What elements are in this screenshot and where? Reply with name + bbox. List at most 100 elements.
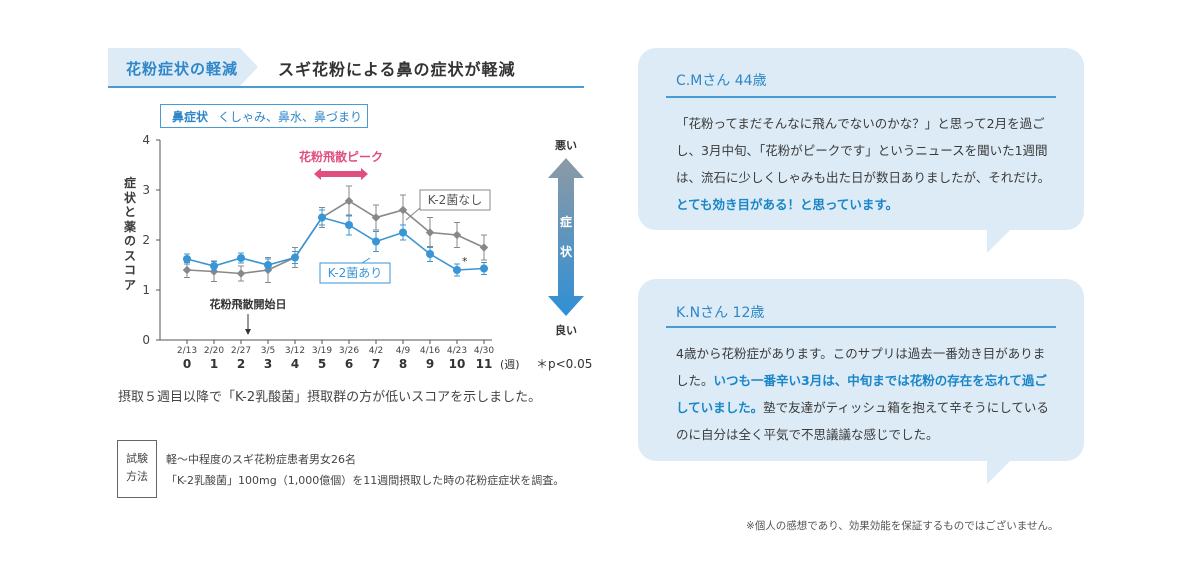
data-point-1: [399, 228, 407, 237]
data-point-1: [237, 254, 245, 262]
data-point-0: [371, 213, 381, 222]
y-tick-label: 2: [142, 233, 150, 247]
legend-box-1: [319, 262, 391, 284]
bad-label: 悪い: [555, 139, 577, 152]
testimonial-bubble-2: [638, 279, 1084, 461]
legend-label-0: K-2菌なし: [428, 193, 483, 207]
testimonial-highlight-2: いつも一番辛い3月は、中旬までは花粉の存在を忘れて過ごしていました。: [676, 373, 1047, 415]
section-tag-label: 花粉症状の軽減: [126, 60, 239, 78]
start-label: 花粉飛散開始日: [210, 297, 287, 311]
testimonial-text-2: 4歳から花粉症があります。このサプリは過去一番効き目がありました。いつも一番辛い…: [676, 340, 1056, 448]
x-tick-week: 0: [183, 357, 191, 371]
testimonial-bubble-1: [638, 48, 1084, 230]
y-tick-label: 4: [142, 133, 150, 147]
severity-label-2: 状: [560, 244, 573, 259]
y-tick-label: 0: [142, 333, 150, 347]
data-point-1: [345, 221, 353, 229]
legend-box-0: [419, 189, 491, 211]
data-point-0: [182, 265, 192, 275]
method-text-2: 「K-2乳酸菌」100mg（1,000億個）を11週間摂取した時の花粉症症状を調…: [166, 474, 565, 487]
method-label: 試験 方法: [121, 450, 153, 486]
bubble-tail-1: [987, 229, 1011, 253]
x-tick-week: 6: [345, 357, 353, 371]
severity-arrow: [548, 158, 584, 316]
bubble-tail-2: [987, 460, 1011, 484]
testimonial-divider-1: [666, 96, 1056, 98]
peak-label: 花粉飛散ピーク: [299, 149, 383, 164]
significance-note: ＊p<0.05: [536, 357, 592, 371]
x-tick-date: 2/27: [231, 346, 251, 356]
x-tick-week: 9: [426, 357, 434, 371]
method-label-box: [117, 440, 157, 498]
x-tick-week: 8: [399, 357, 407, 371]
chart-title-sub: くしゃみ、鼻水、鼻づまり: [218, 110, 363, 124]
data-point-1: [210, 262, 218, 270]
headline-underline: [108, 86, 584, 88]
data-point-1: [453, 266, 461, 274]
x-tick-week: 2: [237, 357, 245, 371]
method-label-l1: 試験: [126, 452, 148, 465]
severity-label-1: 症: [560, 214, 572, 229]
x-tick-date: 3/19: [312, 346, 332, 356]
data-point-0: [344, 196, 354, 206]
chart-title-main: 鼻症状: [172, 110, 209, 124]
x-tick-date: 2/20: [204, 346, 224, 356]
legend-leader-1: [361, 257, 371, 264]
data-point-1: [372, 237, 380, 246]
testimonial-text-1: 「花粉ってまだそんなに飛んでないのかな？」と思って2月を過ごし、3月中旬、「花粉…: [676, 110, 1056, 218]
section-headline: スギ花粉による鼻の症状が軽減: [278, 60, 516, 79]
x-tick-week: 11: [476, 357, 493, 371]
x-tick-date: 4/16: [420, 346, 440, 356]
testimonial-after-2: 塾で友達がティッシュ箱を抱えて辛そうにしているのに自分は全く平気で不思議議な感じ…: [676, 400, 1049, 442]
testimonial-body-1: 「花粉ってまだそんなに飛んでないのかな？」と思って2月を過ごし、3月中旬、「花粉…: [676, 116, 1051, 185]
data-point-1: [426, 250, 434, 258]
testimonial-divider-2: [666, 326, 1056, 328]
x-tick-week: 3: [264, 357, 272, 371]
x-tick-date: 3/12: [285, 346, 305, 356]
data-point-1: [183, 255, 191, 263]
x-tick-date: 4/2: [369, 346, 383, 356]
data-point-1: [264, 261, 272, 269]
x-tick-date: 4/30: [474, 346, 494, 356]
y-axis-label: 症状と薬のスコア: [123, 176, 136, 292]
data-point-1: [480, 264, 488, 273]
chart-title: 鼻症状 くしゃみ、鼻水、鼻づまり: [172, 108, 362, 125]
week-unit: (週): [500, 358, 520, 371]
x-tick-week: 5: [318, 357, 326, 371]
series-line-1: [186, 216, 485, 271]
x-tick-week: 4: [291, 357, 299, 371]
score-chart: 012342/1302/2012/2723/533/1243/1953/2664…: [142, 133, 592, 371]
series-line-0: [186, 200, 485, 275]
testimonial-name-2: K.Nさん 12歳: [676, 305, 765, 321]
x-tick-date: 2/13: [177, 346, 197, 356]
section-tag: [108, 48, 258, 86]
x-tick-week: 7: [372, 357, 380, 371]
testimonial-highlight-1: とても効き目がある！と思っています。: [676, 197, 899, 212]
data-point-0: [479, 243, 489, 252]
data-point-0: [425, 228, 435, 237]
testimonial-name-1: C.Mさん 44歳: [676, 73, 767, 89]
peak-arrow: [314, 168, 368, 180]
chart-note: 摂取５週目以降で「K-2乳酸菌」摂取群の方が低いスコアを示しました。: [118, 390, 542, 405]
data-point-1: [318, 213, 326, 222]
x-tick-date: 4/23: [447, 346, 467, 356]
legend-leader-0: [405, 207, 421, 221]
significance-star: *: [462, 255, 468, 268]
x-tick-week: 10: [449, 357, 466, 371]
disclaimer: ※個人の感想であり、効果効能を保証するものではございません。: [746, 520, 1059, 532]
x-tick-date: 3/26: [339, 346, 359, 356]
x-tick-date: 4/9: [396, 346, 411, 356]
data-point-0: [236, 269, 246, 278]
legend-label-1: K-2菌あり: [328, 266, 383, 280]
x-tick-week: 1: [210, 357, 218, 371]
testimonial-body-2: 4歳から花粉症があります。このサプリは過去一番効き目がありました。: [676, 346, 1046, 388]
y-tick-label: 3: [142, 183, 150, 197]
method-label-l2: 方法: [126, 470, 148, 483]
y-tick-label: 1: [142, 283, 150, 297]
method-text-1: 軽～中程度のスギ花粉症患者男女26名: [166, 453, 356, 466]
x-tick-date: 3/5: [261, 346, 275, 356]
start-arrow-head: [245, 329, 251, 335]
good-label: 良い: [555, 323, 577, 337]
chart-title-box: [160, 104, 368, 128]
data-point-0: [452, 230, 462, 240]
